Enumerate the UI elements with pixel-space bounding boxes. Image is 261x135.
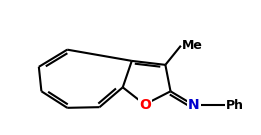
Text: Ph: Ph xyxy=(226,99,244,112)
Text: O: O xyxy=(139,97,151,112)
Text: N: N xyxy=(188,98,200,112)
Text: Me: Me xyxy=(182,39,203,52)
